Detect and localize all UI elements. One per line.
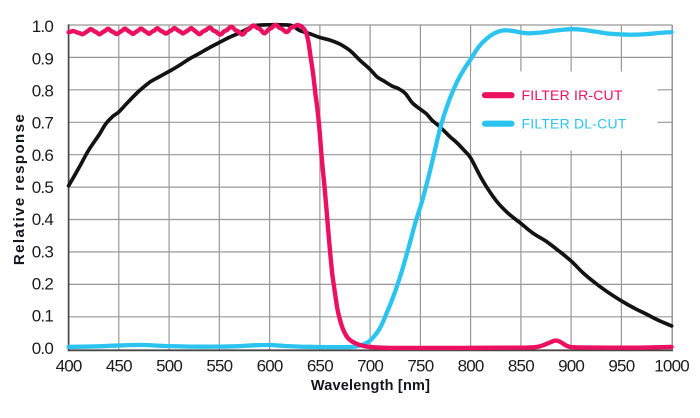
svg-text:0.1: 0.1 — [32, 307, 54, 326]
svg-text:900: 900 — [558, 357, 584, 376]
svg-text:400: 400 — [56, 357, 82, 376]
svg-text:0.9: 0.9 — [32, 49, 54, 68]
svg-text:500: 500 — [156, 357, 182, 376]
svg-text:1000: 1000 — [654, 357, 689, 376]
svg-text:650: 650 — [307, 357, 333, 376]
svg-text:0.7: 0.7 — [32, 114, 54, 133]
svg-text:FILTER DL-CUT: FILTER DL-CUT — [522, 116, 627, 132]
svg-text:550: 550 — [206, 357, 232, 376]
svg-text:800: 800 — [458, 357, 484, 376]
svg-text:FILTER IR-CUT: FILTER IR-CUT — [522, 87, 623, 103]
svg-text:450: 450 — [106, 357, 132, 376]
svg-text:600: 600 — [257, 357, 283, 376]
svg-text:0.4: 0.4 — [32, 210, 54, 229]
svg-text:0.6: 0.6 — [32, 146, 54, 165]
svg-text:0.5: 0.5 — [32, 178, 54, 197]
svg-text:950: 950 — [608, 357, 634, 376]
svg-text:0.2: 0.2 — [32, 275, 54, 294]
svg-text:0.8: 0.8 — [32, 82, 54, 101]
svg-text:0.0: 0.0 — [32, 339, 54, 358]
svg-text:850: 850 — [508, 357, 534, 376]
svg-text:750: 750 — [407, 357, 433, 376]
svg-text:1.0: 1.0 — [32, 17, 54, 36]
svg-text:Wavelength [nm]: Wavelength [nm] — [311, 378, 430, 394]
svg-text:0.3: 0.3 — [32, 242, 54, 261]
svg-text:700: 700 — [357, 357, 383, 376]
svg-text:Relative response: Relative response — [11, 113, 28, 265]
